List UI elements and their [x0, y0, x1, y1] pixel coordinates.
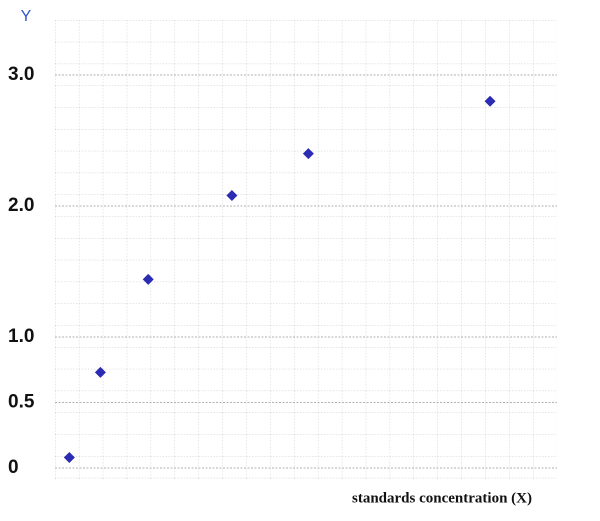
point	[484, 95, 496, 107]
y-tick-label: 0.5	[8, 392, 35, 413]
y-tick-label: 0	[8, 457, 19, 478]
y-axis-label: Y	[21, 8, 32, 25]
point	[63, 452, 75, 464]
x-axis-label: standards concentration (X)	[352, 490, 532, 506]
y-tick-label: 1.0	[8, 326, 34, 347]
point	[94, 366, 106, 378]
point	[226, 190, 238, 202]
y-tick-label: 3.0	[8, 64, 34, 85]
y-tick-label: 2.0	[8, 195, 34, 216]
plot-grid	[55, 20, 557, 480]
point	[302, 148, 314, 160]
point	[142, 273, 154, 285]
